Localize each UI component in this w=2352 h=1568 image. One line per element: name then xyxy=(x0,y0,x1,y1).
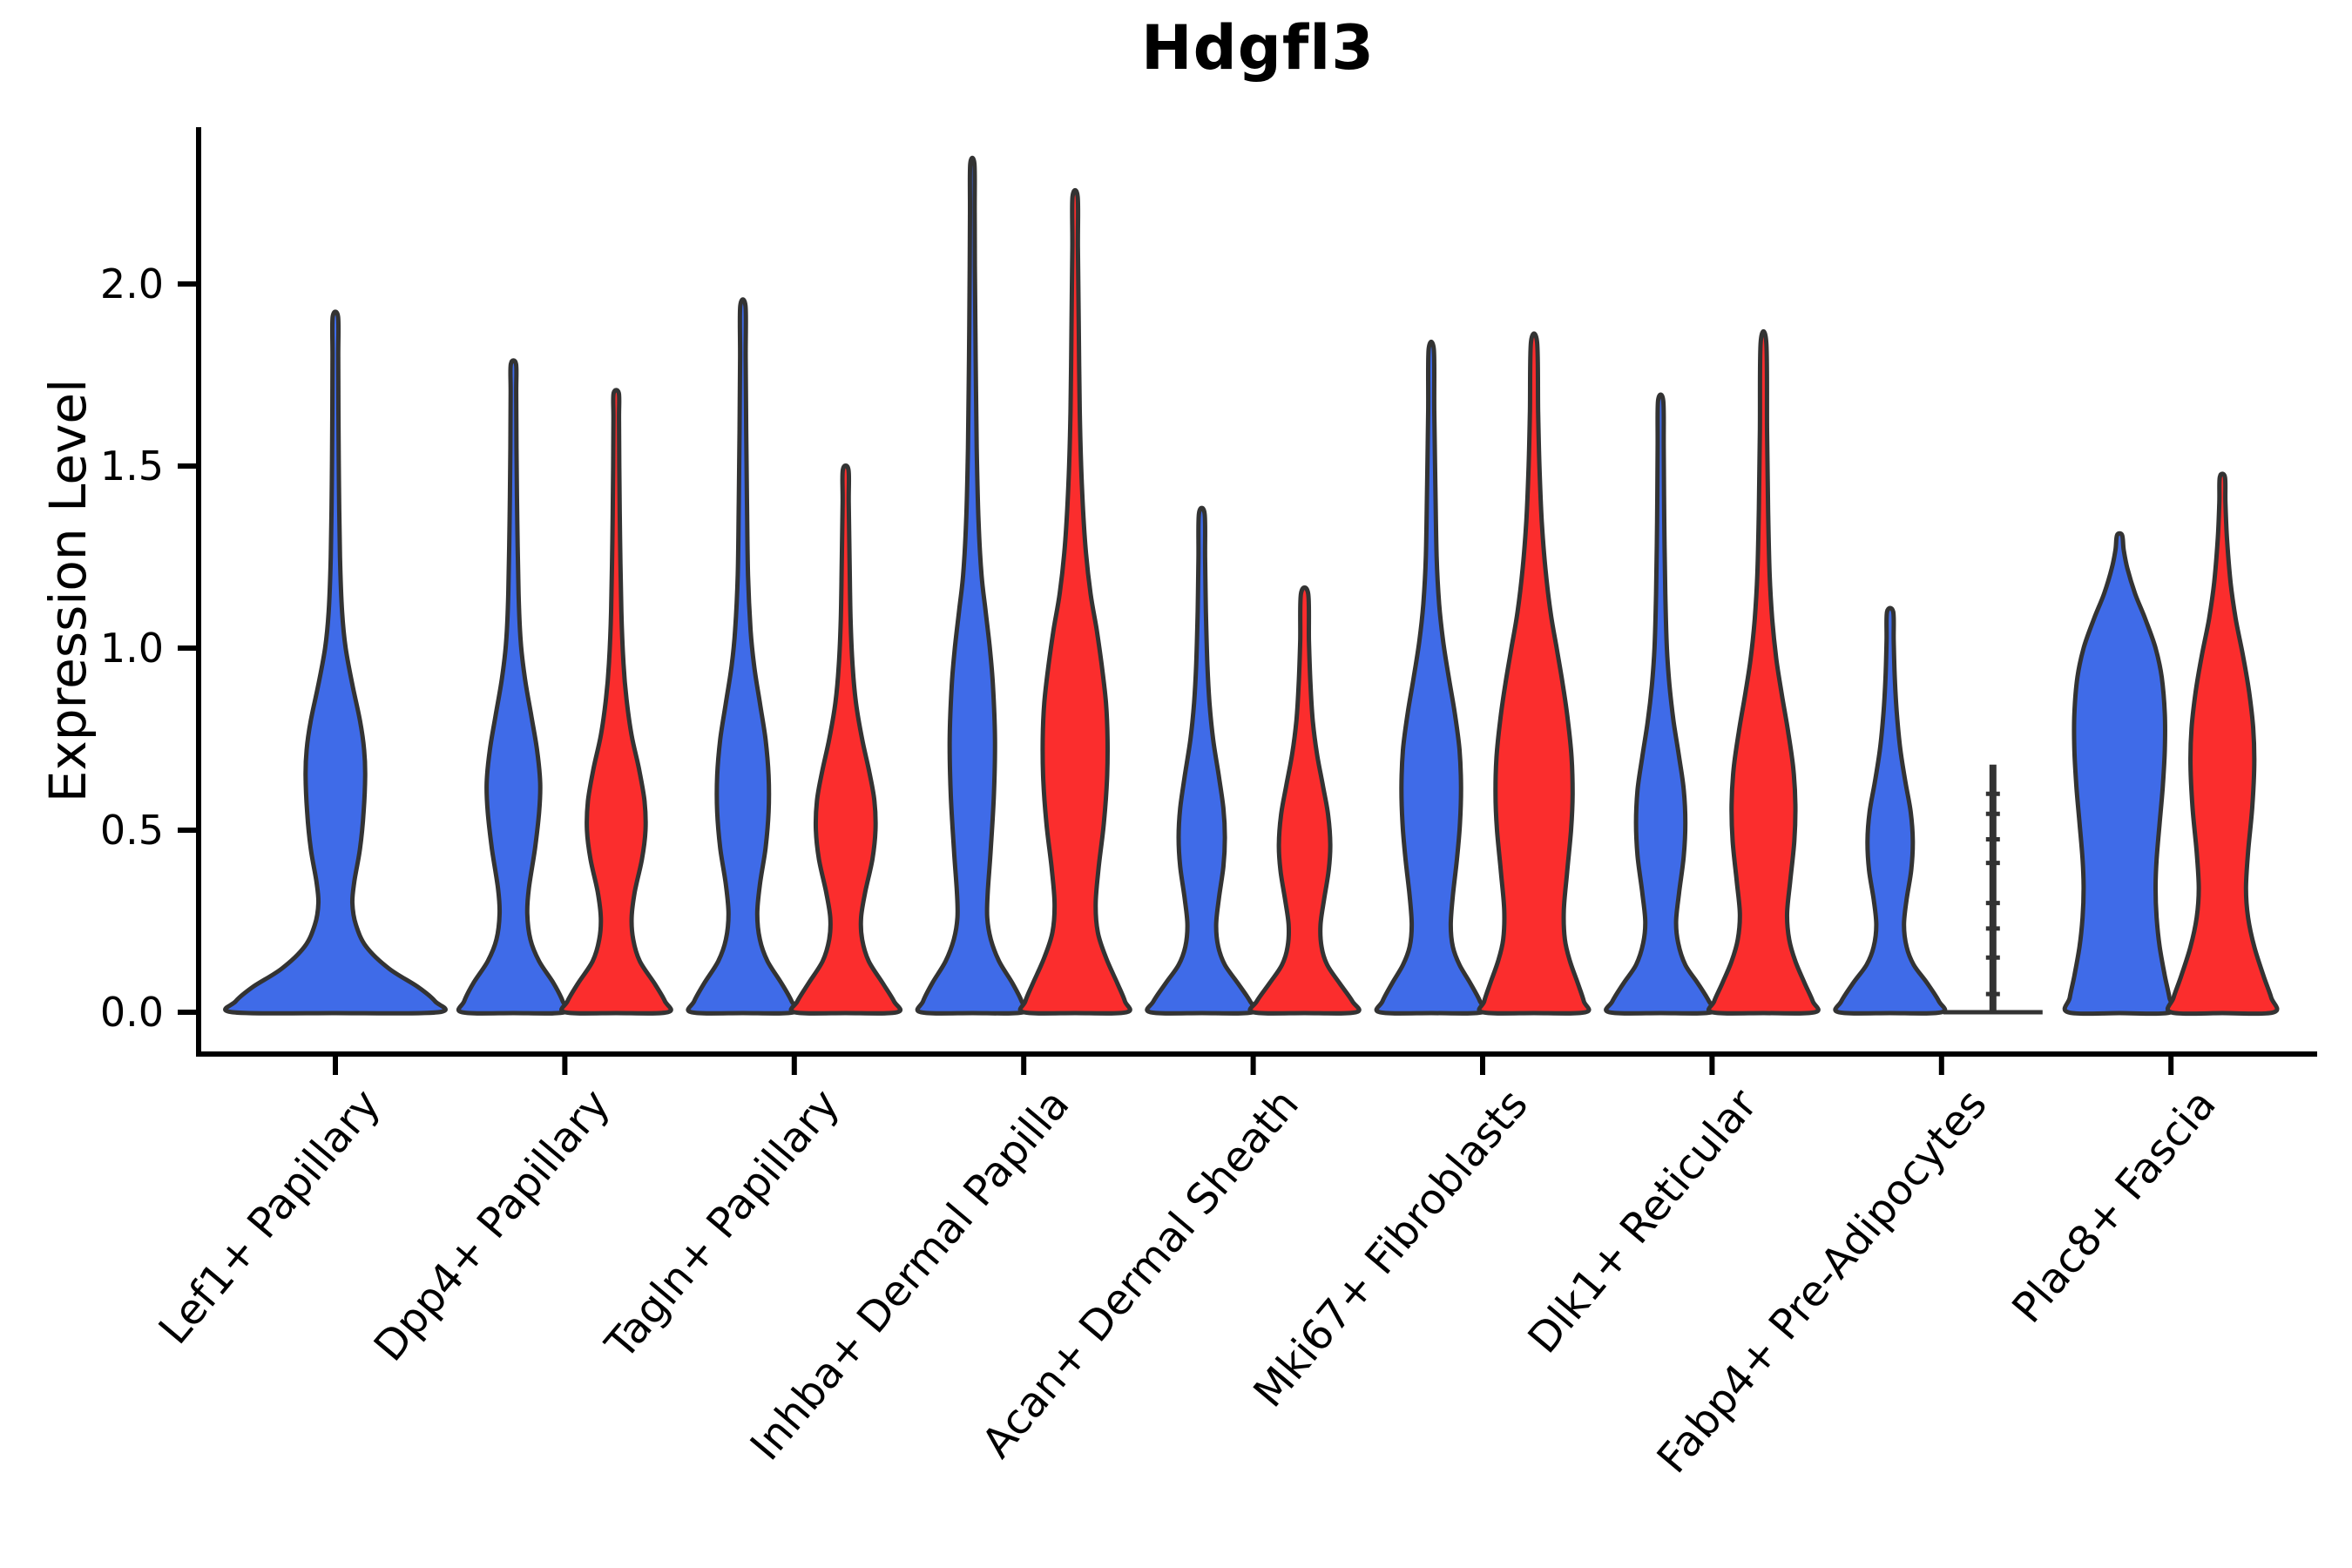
violin-blue xyxy=(1374,339,1489,1016)
violin-blue xyxy=(1145,505,1259,1016)
y-tick-label-4: 2.0 xyxy=(99,260,164,308)
violin-red xyxy=(788,463,903,1016)
violin-blue xyxy=(1604,392,1718,1016)
violin-blue xyxy=(686,297,801,1016)
y-axis-label: Expression Level xyxy=(38,378,98,803)
y-tick-label-2: 1.0 xyxy=(99,625,164,672)
violin-blue xyxy=(2062,531,2177,1017)
violin-blue xyxy=(1833,605,1948,1016)
violin-red xyxy=(559,388,673,1016)
violin-red xyxy=(2165,471,2280,1017)
violin-red xyxy=(1247,585,1362,1016)
violin-red xyxy=(1707,328,1821,1016)
y-tick-label-3: 1.5 xyxy=(99,443,164,490)
chart-title: Hdgfl3 xyxy=(1141,12,1375,84)
y-tick-label-0: 0.0 xyxy=(99,989,164,1036)
violin-red xyxy=(1017,187,1132,1016)
y-tick-label-1: 0.5 xyxy=(99,807,164,854)
violin-red xyxy=(1477,331,1592,1016)
violin-blue xyxy=(456,358,571,1016)
violin-blue xyxy=(223,309,448,1016)
violin-blue xyxy=(915,155,1030,1016)
